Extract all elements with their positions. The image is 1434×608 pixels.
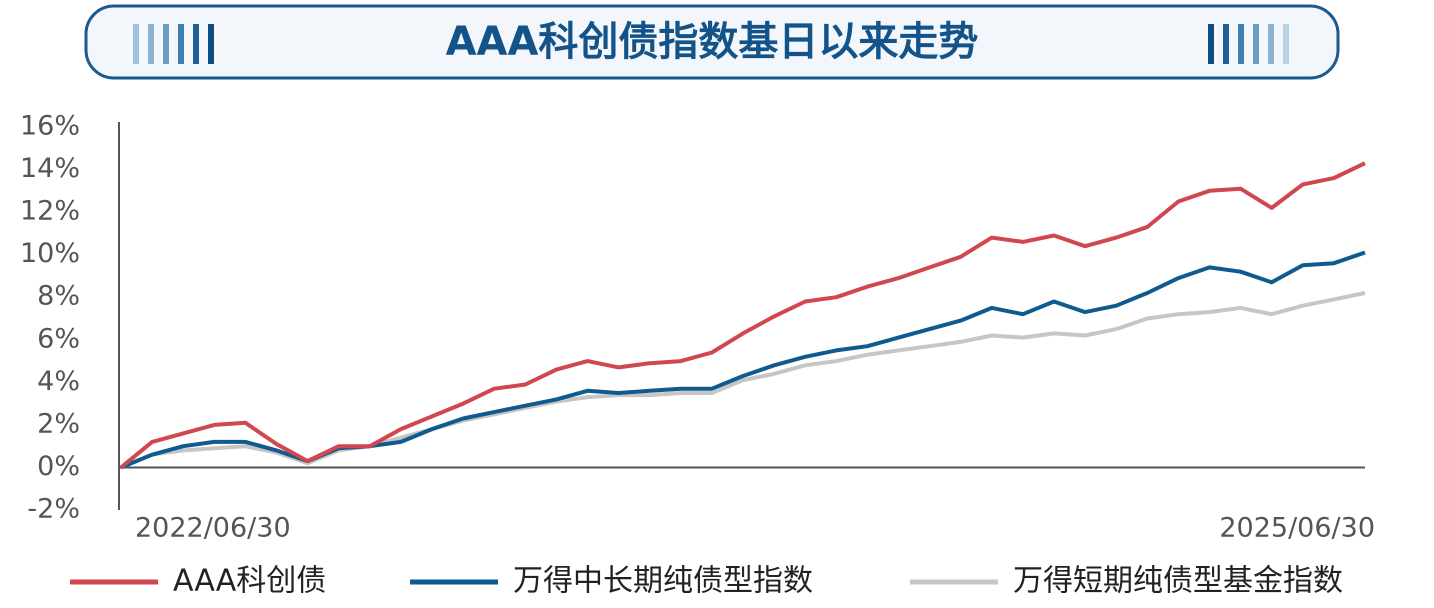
y-tick-label: 12%	[20, 196, 80, 227]
y-tick-label: 16%	[20, 111, 80, 142]
y-tick-label: 4%	[37, 366, 80, 397]
y-tick-label: 8%	[37, 281, 80, 312]
y-tick-label: 14%	[20, 153, 80, 184]
y-tick-label: -2%	[27, 494, 80, 525]
y-tick-label: 6%	[37, 323, 80, 354]
series-line	[119, 161, 1366, 469]
legend-label: AAA科创债	[173, 564, 326, 599]
y-tick-label: 0%	[37, 451, 80, 482]
title-decoration	[133, 24, 1289, 64]
title-box	[84, 4, 1340, 80]
x-tick-label: 2022/06/30	[135, 513, 291, 544]
series-line	[120, 291, 1366, 470]
legend-label: 万得中长期纯债型指数	[513, 564, 813, 599]
x-tick-label: 2025/06/30	[1219, 513, 1375, 544]
y-tick-label: 2%	[37, 408, 80, 439]
series-line	[120, 250, 1366, 470]
chart-title: AAA科创债指数基日以来走势	[446, 19, 979, 65]
legend-label: 万得短期纯债型基金指数	[1013, 564, 1343, 599]
y-tick-label: 10%	[20, 238, 80, 269]
